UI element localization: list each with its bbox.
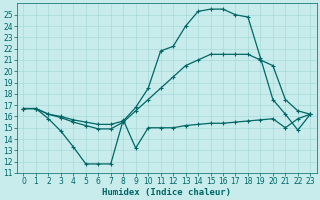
X-axis label: Humidex (Indice chaleur): Humidex (Indice chaleur) xyxy=(102,188,231,197)
